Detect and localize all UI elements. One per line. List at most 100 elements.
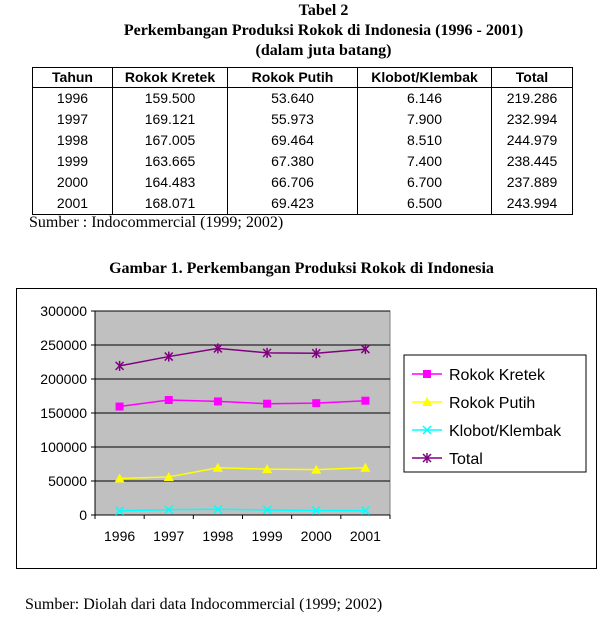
data-point (360, 344, 370, 355)
data-point (164, 505, 174, 515)
data-point (115, 506, 125, 516)
x-tick-label: 1998 (202, 528, 233, 544)
table-source: Sumber : Indocommercial (1999; 2002) (29, 214, 284, 231)
cell-tahun: 1999 (32, 151, 113, 172)
data-point (164, 395, 173, 404)
cell-tahun: 2001 (32, 193, 113, 215)
data-point (163, 471, 174, 481)
legend-label: Rokok Putih (449, 395, 535, 412)
cell-rokok-putih: 69.464 (227, 130, 358, 151)
table-subtitle: Perkembangan Produksi Rokok di Indonesia… (123, 22, 524, 39)
y-tick-label: 300000 (40, 303, 87, 319)
legend-label: Total (449, 451, 483, 468)
legend-label: Rokok Kretek (449, 367, 546, 384)
data-point (213, 504, 223, 514)
data-point (262, 464, 273, 474)
data-point (212, 462, 223, 472)
chart-frame: 0 50000 100000 150000 200000 250000 300000 1996… (16, 288, 597, 569)
header-rokok-putih: Rokok Putih (227, 67, 358, 88)
data-point (262, 347, 272, 358)
header-rokok-kretek: Rokok Kretek (112, 67, 228, 88)
data-point (114, 473, 125, 483)
data-point (213, 343, 223, 354)
cell-total: 237.889 (491, 172, 573, 193)
series-line (119, 399, 366, 408)
cell-total: 243.994 (491, 193, 573, 215)
data-point (311, 505, 321, 515)
series-line (119, 347, 366, 367)
header-tahun: Tahun (32, 67, 113, 88)
x-tick-label: 1999 (252, 528, 283, 544)
cell-total: 244.979 (491, 130, 573, 151)
series-line (119, 467, 366, 480)
cell-rokok-putih: 66.706 (227, 172, 358, 193)
data-point (312, 399, 321, 408)
cell-rokok-kretek: 164.483 (112, 172, 228, 193)
production-table: Tahun Rokok Kretek Rokok Putih Klobot/Kl… (32, 67, 573, 215)
table-title: Tabel 2 (298, 2, 349, 19)
table-row: 1999 163.665 67.380 7.400 238.445 (32, 151, 573, 172)
y-tick-label: 50000 (48, 473, 87, 489)
cell-tahun: 1998 (32, 130, 113, 151)
data-point (360, 506, 370, 516)
data-point (213, 397, 222, 406)
cell-rokok-kretek: 169.121 (112, 109, 228, 130)
data-point (360, 462, 371, 472)
table-row: 2000 164.483 66.706 6.700 237.889 (32, 172, 573, 193)
cell-rokok-kretek: 159.500 (112, 87, 228, 109)
cell-klobot-klembak: 7.900 (357, 109, 492, 130)
x-tick-label: 2001 (350, 528, 381, 544)
y-tick-label: 100000 (40, 439, 87, 455)
cell-total: 219.286 (491, 87, 573, 109)
legend-marker (422, 397, 432, 406)
cell-rokok-putih: 69.423 (227, 193, 358, 215)
cell-tahun: 2000 (32, 172, 113, 193)
cell-klobot-klembak: 8.510 (357, 130, 492, 151)
data-point (115, 360, 125, 371)
data-point (164, 351, 174, 362)
cell-total: 232.994 (491, 109, 573, 130)
header-klobot-klembak: Klobot/Klembak (357, 67, 492, 88)
x-tick-label: 1996 (104, 528, 135, 544)
table-header-row: Tahun Rokok Kretek Rokok Putih Klobot/Kl… (32, 67, 573, 88)
cell-rokok-kretek: 167.005 (112, 130, 228, 151)
y-tick-label: 0 (79, 507, 87, 523)
cell-klobot-klembak: 6.700 (357, 172, 492, 193)
legend-label: Klobot/Klembak (449, 423, 562, 440)
y-tick-label: 200000 (40, 371, 87, 387)
x-tick-label: 2000 (301, 528, 332, 544)
table-unit-note: (dalam juta batang) (255, 42, 392, 59)
y-tick-label: 250000 (40, 337, 87, 353)
figure-title: Gambar 1. Perkembangan Produksi Rokok di… (109, 260, 494, 277)
x-tick-label: 1997 (153, 528, 184, 544)
cell-klobot-klembak: 7.400 (357, 151, 492, 172)
cell-klobot-klembak: 6.146 (357, 87, 492, 109)
legend-marker (422, 453, 432, 463)
data-point (263, 399, 272, 408)
cell-total: 238.445 (491, 151, 573, 172)
header-total: Total (491, 67, 573, 88)
data-point (115, 402, 124, 411)
legend-marker (422, 425, 432, 435)
y-tick-label: 150000 (40, 405, 87, 421)
cell-tahun: 1996 (32, 87, 113, 109)
line-chart: 0 50000 100000 150000 200000 250000 300000 1996… (40, 303, 587, 544)
table-row: 2001 168.071 69.423 6.500 243.994 (32, 193, 573, 215)
table-row: 1996 159.500 53.640 6.146 219.286 (32, 87, 573, 109)
table-row: 1998 167.005 69.464 8.510 244.979 (32, 130, 573, 151)
cell-rokok-kretek: 163.665 (112, 151, 228, 172)
cell-klobot-klembak: 6.500 (357, 193, 492, 215)
figure-source: Sumber: Diolah dari data Indocommercial … (25, 596, 383, 613)
cell-rokok-kretek: 168.071 (112, 193, 228, 215)
legend-marker (423, 370, 431, 378)
cell-rokok-putih: 67.380 (227, 151, 358, 172)
data-point (311, 464, 322, 474)
cell-rokok-putih: 55.973 (227, 109, 358, 130)
series-line (119, 508, 366, 512)
data-point (262, 505, 272, 515)
table-row: 1997 169.121 55.973 7.900 232.994 (32, 109, 573, 130)
cell-tahun: 1997 (32, 109, 113, 130)
data-point (311, 348, 321, 359)
cell-rokok-putih: 53.640 (227, 87, 358, 109)
data-point (361, 396, 370, 405)
